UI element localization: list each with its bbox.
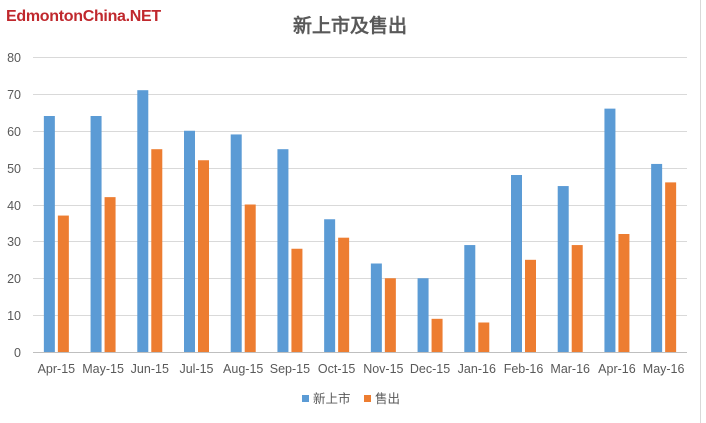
- bar-sold-feb-16: [525, 259, 536, 352]
- x-tick-label: Apr-16: [598, 362, 636, 376]
- x-tick-label: May-15: [82, 362, 124, 376]
- bar-sold-apr-16: [618, 234, 630, 352]
- bar-new-listings-mar-16: [557, 186, 569, 352]
- bar-sold-dec-15: [431, 318, 443, 352]
- x-tick-label: Dec-15: [410, 362, 450, 376]
- legend-swatch: [364, 395, 371, 402]
- bar-new-listings-jul-15: [184, 130, 195, 352]
- legend-swatch: [302, 395, 309, 402]
- bar-sold-mar-16: [571, 245, 583, 352]
- x-tick-label: Apr-15: [38, 362, 76, 376]
- legend-label: 售出: [375, 391, 400, 406]
- bar-new-listings-oct-15: [324, 219, 336, 352]
- y-tick-label: 10: [7, 309, 21, 323]
- bar-sold-oct-15: [338, 237, 350, 352]
- x-tick-label: Jul-15: [179, 362, 213, 376]
- bar-new-listings-jan-16: [464, 245, 476, 352]
- y-tick-label: 60: [7, 125, 21, 139]
- x-tick-label: Sep-15: [270, 362, 310, 376]
- bars: [43, 90, 677, 353]
- y-tick-label: 50: [7, 162, 21, 176]
- y-tick-label: 40: [7, 199, 21, 213]
- bar-new-listings-dec-15: [417, 278, 429, 352]
- bar-sold-aug-15: [244, 204, 256, 352]
- bar-new-listings-apr-16: [604, 108, 616, 353]
- bar-sold-nov-15: [384, 278, 396, 352]
- right-border: [700, 0, 701, 423]
- x-tick-label: Oct-15: [318, 362, 356, 376]
- bar-sold-jul-15: [198, 160, 209, 352]
- bar-new-listings-nov-15: [370, 263, 382, 352]
- bar-new-listings-feb-16: [511, 175, 522, 352]
- bar-new-listings-jun-15: [137, 90, 149, 352]
- bar-sold-may-15: [104, 197, 116, 353]
- bar-sold-may-16: [665, 182, 677, 353]
- bar-new-listings-may-15: [90, 116, 102, 352]
- bar-new-listings-aug-15: [230, 134, 242, 352]
- bar-sold-jan-16: [478, 322, 490, 352]
- gridlines: [33, 57, 687, 353]
- legend-label: 新上市: [313, 391, 351, 406]
- y-tick-label: 0: [14, 346, 21, 360]
- y-tick-label: 80: [7, 51, 21, 65]
- y-axis-ticks: 0 10 20 30 40 50 60 70 80: [7, 51, 21, 360]
- x-tick-label: Jan-16: [458, 362, 496, 376]
- x-tick-label: Feb-16: [504, 362, 544, 376]
- y-tick-label: 20: [7, 272, 21, 286]
- chart-title: 新上市及售出: [293, 14, 407, 37]
- bar-sold-apr-15: [57, 215, 69, 352]
- x-tick-label: Nov-15: [363, 362, 403, 376]
- bar-sold-sep-15: [291, 248, 303, 352]
- x-tick-label: Mar-16: [550, 362, 590, 376]
- legend: 新上市 售出: [302, 391, 400, 406]
- bar-new-listings-apr-15: [43, 116, 55, 352]
- y-tick-label: 70: [7, 88, 21, 102]
- x-tick-label: Aug-15: [223, 362, 263, 376]
- x-tick-label: Jun-15: [131, 362, 169, 376]
- x-axis-ticks: Apr-15 May-15 Jun-15 Jul-15 Aug-15 Sep-15 Oct-…: [38, 362, 685, 376]
- y-tick-label: 30: [7, 235, 21, 249]
- bar-new-listings-may-16: [651, 163, 663, 352]
- bar-new-listings-sep-15: [277, 149, 289, 352]
- watermark-logo: EdmontonChina.NET: [6, 8, 161, 25]
- bar-sold-jun-15: [151, 149, 163, 352]
- x-tick-label: May-16: [643, 362, 685, 376]
